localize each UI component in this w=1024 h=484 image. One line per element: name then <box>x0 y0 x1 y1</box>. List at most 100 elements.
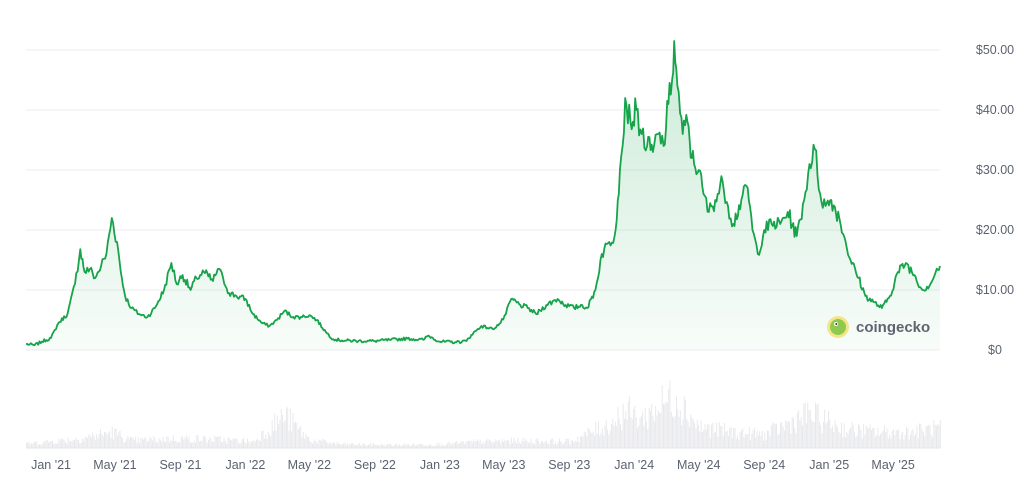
volume-bar <box>33 441 35 448</box>
volume-bar <box>154 438 156 448</box>
volume-bar <box>536 438 538 448</box>
volume-bar <box>768 430 770 448</box>
volume-bar <box>226 443 228 448</box>
volume-bar <box>800 416 802 448</box>
volume-bar <box>399 444 400 448</box>
volume-bar <box>848 429 850 448</box>
volume-bar <box>439 443 441 448</box>
volume-bar <box>618 418 620 448</box>
volume-bar <box>131 437 133 448</box>
volume-bar <box>556 444 558 448</box>
volume-bar <box>730 426 732 448</box>
volume-bar <box>895 429 897 448</box>
volume-bar <box>39 444 40 448</box>
volume-bar <box>487 440 489 448</box>
volume-bar <box>200 441 202 448</box>
volume-bar <box>638 425 640 448</box>
volume-bar <box>497 440 499 448</box>
volume-bar <box>578 442 580 448</box>
volume-bar <box>269 434 270 448</box>
volume-bar <box>49 441 51 448</box>
volume-bar <box>738 439 740 448</box>
volume-bar <box>100 429 101 448</box>
volume-bar <box>455 442 456 448</box>
volume-bar <box>721 426 723 448</box>
volume-bar <box>449 443 451 448</box>
volume-bar <box>250 440 252 448</box>
volume-bar <box>734 428 736 448</box>
volume-bar <box>860 430 862 448</box>
volume-bar <box>76 440 78 448</box>
volume-bar <box>230 439 231 448</box>
volume-bar <box>166 436 168 448</box>
volume-bar <box>594 436 595 448</box>
volume-bar <box>600 432 602 448</box>
volume-bar <box>876 435 878 448</box>
volume-bar <box>469 440 471 448</box>
volume-bar <box>416 445 417 448</box>
volume-bar <box>219 436 221 448</box>
volume-bar <box>149 437 151 448</box>
volume-bar <box>78 439 79 448</box>
volume-bar <box>63 440 65 448</box>
volume-bar <box>924 436 926 448</box>
volume-bar <box>369 444 371 448</box>
volume-bar <box>478 441 480 448</box>
volume-bar <box>562 444 564 448</box>
volume-bar <box>586 435 588 448</box>
volume-bar <box>841 422 842 448</box>
volume-bar <box>213 441 215 448</box>
volume-bar <box>293 422 295 448</box>
volume-bar <box>375 445 377 448</box>
volume-bar <box>71 441 73 448</box>
volume-bar <box>304 438 306 448</box>
volume-bar <box>551 438 553 448</box>
volume-bar <box>923 431 924 448</box>
volume-bar <box>711 424 712 448</box>
y-tick-label: $20.00 <box>976 223 1014 237</box>
volume-bar <box>92 432 94 448</box>
volume-bar <box>322 438 324 448</box>
volume-bar <box>247 438 248 448</box>
volume-bar <box>663 403 664 448</box>
volume-bar <box>91 437 92 448</box>
volume-bar <box>464 444 465 448</box>
volume-bar <box>305 433 307 448</box>
volume-bar <box>145 438 147 448</box>
volume-bar <box>579 436 581 448</box>
volume-bar <box>520 443 521 448</box>
volume-bar <box>379 445 381 448</box>
x-tick-label: May '23 <box>482 458 525 472</box>
x-tick-label: Jan '24 <box>614 458 654 472</box>
volume-bar <box>561 442 563 448</box>
volume-bar <box>382 445 384 448</box>
volume-bar <box>284 420 286 448</box>
volume-bar <box>117 435 118 448</box>
volume-bar <box>403 445 404 448</box>
volume-bar <box>421 443 423 448</box>
volume-bar <box>764 432 766 448</box>
volume-bar <box>881 432 883 448</box>
volume-bar <box>847 433 849 448</box>
volume-bar <box>75 437 77 448</box>
volume-bar <box>448 441 450 448</box>
volume-bar <box>620 424 621 448</box>
volume-bar <box>915 433 917 448</box>
volume-bar <box>61 438 62 448</box>
volume-bar <box>781 422 783 448</box>
volume-bar <box>666 403 668 448</box>
volume-bar <box>921 429 923 448</box>
volume-bar <box>754 427 755 448</box>
volume-bar <box>210 439 212 448</box>
volume-bar <box>36 441 38 448</box>
volume-bar <box>57 443 59 448</box>
volume-bar <box>816 404 818 448</box>
volume-bar <box>878 436 880 448</box>
volume-bar <box>167 437 169 448</box>
volume-bar <box>855 436 857 448</box>
volume-bar <box>894 435 896 448</box>
volume-bar <box>769 436 771 448</box>
volume-bar <box>443 445 445 448</box>
volume-bar <box>52 440 53 448</box>
